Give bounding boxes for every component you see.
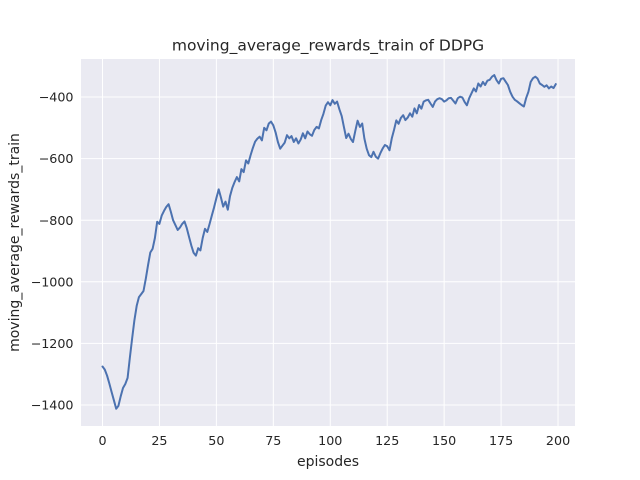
y-tick-label: −400 xyxy=(39,90,74,105)
x-tick-labels: 0 25 50 75 100 125 150 175 200 xyxy=(98,433,570,448)
plot-area xyxy=(81,59,575,426)
x-tick-label: 100 xyxy=(318,433,342,448)
y-tick-label: −1400 xyxy=(31,398,74,413)
x-tick-label: 75 xyxy=(265,433,281,448)
y-tick-label: −1200 xyxy=(31,336,74,351)
y-tick-label: −600 xyxy=(39,151,74,166)
y-tick-label: −800 xyxy=(39,213,74,228)
x-tick-label: 150 xyxy=(432,433,456,448)
x-tick-label: 125 xyxy=(375,433,399,448)
x-tick-label: 175 xyxy=(489,433,513,448)
x-tick-label: 50 xyxy=(208,433,224,448)
x-tick-label: 25 xyxy=(151,433,167,448)
x-axis-label: episodes xyxy=(297,454,359,470)
y-axis-label: moving_average_rewards_train xyxy=(7,133,23,352)
chart-title: moving_average_rewards_train of DDPG xyxy=(172,37,484,56)
y-tick-labels: −400 −600 −800 −1000 −1200 −1400 xyxy=(31,90,74,413)
reward-line xyxy=(101,74,557,410)
y-tick-label: −1000 xyxy=(31,274,74,289)
x-tick-label: 200 xyxy=(546,433,570,448)
gridlines xyxy=(81,59,575,426)
x-tick-label: 0 xyxy=(98,433,106,448)
